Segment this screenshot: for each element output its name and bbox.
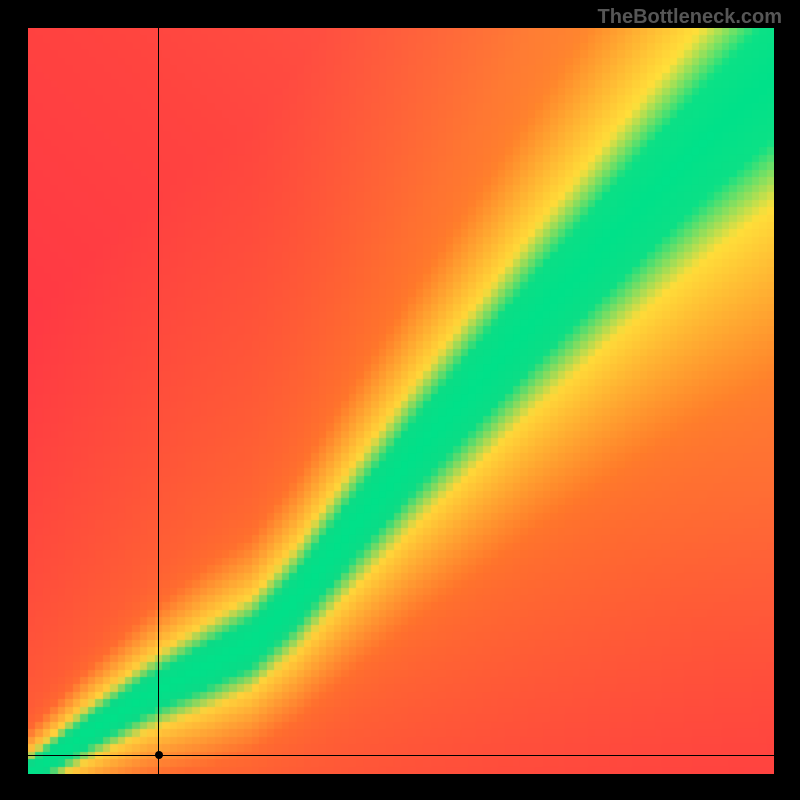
watermark-text: TheBottleneck.com	[598, 6, 782, 29]
plot-area	[28, 28, 774, 774]
crosshair-horizontal	[28, 755, 774, 756]
crosshair-vertical	[158, 28, 159, 774]
heatmap-canvas	[28, 28, 774, 774]
crosshair-point	[155, 751, 163, 759]
